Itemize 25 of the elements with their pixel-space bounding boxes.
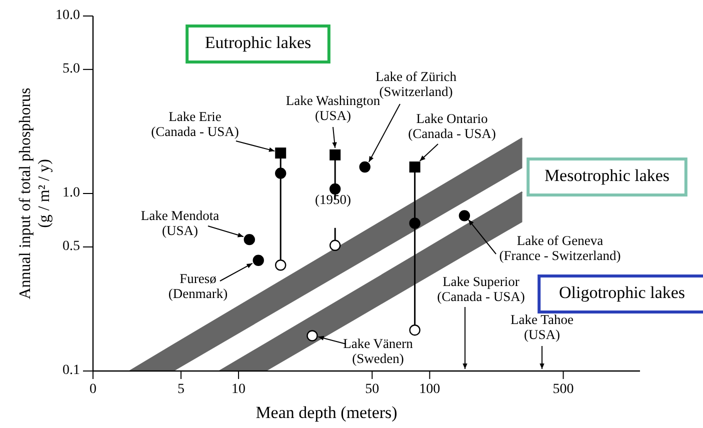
annotation: Lake Superior (Canada - USA) xyxy=(437,274,525,304)
y-tick-label: 0.5 xyxy=(62,239,80,254)
annotation: Oligotrophic lakes xyxy=(558,282,686,302)
annotation: Eutrophic lakes xyxy=(204,32,312,52)
annotation: Lake Erie (Canada - USA) xyxy=(151,109,239,139)
annotation: Lake Ontario (Canada - USA) xyxy=(408,111,496,141)
x-tick-label: 100 xyxy=(419,382,440,397)
x-tick-label: 10 xyxy=(232,382,246,397)
y-tick-label: 5.0 xyxy=(62,62,80,77)
annotation: Mesotrophic lakes xyxy=(544,166,670,185)
annotation: Lake Mendota (USA) xyxy=(140,208,220,238)
x-tick-label: 0 xyxy=(90,382,96,397)
annotation: Lake of Geneva (France - Switzerland) xyxy=(499,233,621,263)
x-tick-label: 500 xyxy=(552,382,574,397)
x-axis-title: Mean depth (meters) xyxy=(256,403,398,422)
y-axis-title: Annual input of total phosphorus (g / m² / y) xyxy=(17,88,53,300)
x-tick-label: 5 xyxy=(178,382,184,397)
y-tick-label: 1.0 xyxy=(62,186,80,201)
y-tick-label: 0.1 xyxy=(62,363,80,378)
annotation: Lake Vänern (Sweden) xyxy=(343,336,414,366)
annotation: Furesø (Denmark) xyxy=(168,271,228,301)
annotation: (1950) xyxy=(315,192,351,208)
y-tick-label: 10.0 xyxy=(56,8,80,24)
annotation: Lake Tahoe (USA) xyxy=(510,312,574,342)
x-tick-label: 50 xyxy=(365,382,380,397)
